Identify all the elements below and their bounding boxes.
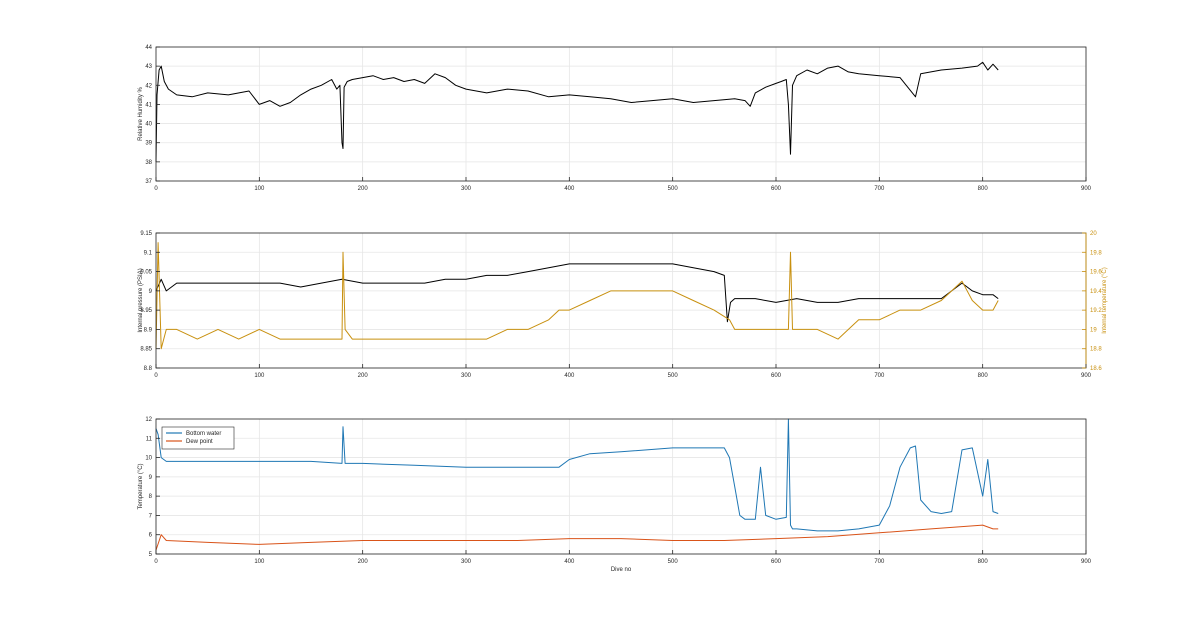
x-tick-label: 800 (978, 559, 989, 565)
y-right-tick-label: 19.2 (1090, 308, 1102, 314)
y-tick-label: 9.15 (140, 231, 152, 237)
y-axis-label: Temperature (°C) (138, 463, 144, 509)
y-tick-label: 8.8 (144, 366, 153, 372)
x-tick-label: 400 (564, 559, 575, 565)
y-tick-label: 8.85 (140, 347, 152, 353)
chart-1: 0 100 200 300 400 500 600 700 800 900 37 38 39 40 41 42… (138, 45, 1092, 192)
y-right-tick-label: 19.4 (1090, 289, 1102, 295)
legend: Bottom water Dew point (161, 426, 235, 450)
y-right-tick-label: 19.8 (1090, 250, 1102, 256)
y-tick-label: 40 (145, 122, 152, 128)
axes-box (155, 418, 1087, 555)
y-tick-label: 5 (149, 552, 153, 558)
x-tick-label: 200 (358, 373, 369, 379)
y-right-tick-label: 20 (1090, 231, 1097, 237)
chart-3: 0 100 200 300 400 500 600 700 800 900 5 6 7 8 9 10 11 12 T… (138, 417, 1092, 573)
x-tick-label: 400 (564, 373, 575, 379)
axes-box (155, 46, 1087, 182)
y-right-tick-label: 18.6 (1090, 366, 1102, 372)
y-tick-label: 8.9 (144, 327, 153, 333)
x-tick-label: 100 (254, 373, 265, 379)
series-line-1 (155, 263, 999, 323)
y-tick-label: 9.05 (140, 270, 152, 276)
y-tick-label: 39 (145, 141, 152, 147)
x-tick-label: 900 (1081, 186, 1092, 192)
axes-box (155, 232, 1087, 369)
x-tick-label: 200 (358, 559, 369, 565)
x-tick-label: 900 (1081, 559, 1092, 565)
y-tick-label: 6 (149, 533, 153, 539)
y-tick-label: 9.1 (144, 250, 153, 256)
x-tick-label: 800 (978, 186, 989, 192)
x-tick-label: 600 (771, 559, 782, 565)
x-tick-label: 700 (874, 373, 885, 379)
chart-2: 0 100 200 300 400 500 600 700 800 900 8.8 8.85 8.9 8.… (138, 231, 1108, 379)
y-tick-label: 9 (149, 289, 153, 295)
series-line-dew-point (155, 524, 999, 551)
y-right-axis-label: Internal temperature (°C) (1102, 267, 1108, 333)
legend-label: Bottom water (186, 431, 221, 437)
y-tick-label: 43 (145, 64, 152, 70)
y-axis-label: Relative Humidity % (138, 86, 144, 140)
x-tick-label: 700 (874, 559, 885, 565)
legend-label: Dew point (186, 439, 213, 445)
y-right-tick-label: 19 (1090, 327, 1097, 333)
series-line-bottom-water (155, 418, 999, 532)
x-tick-label: 400 (564, 186, 575, 192)
x-tick-label: 200 (358, 186, 369, 192)
x-tick-label: 0 (154, 186, 158, 192)
x-tick-label: 300 (461, 559, 472, 565)
y-tick-label: 8 (149, 494, 153, 500)
y-axis-label: Internal pressure (PSIA) (138, 268, 144, 332)
y-tick-label: 38 (145, 160, 152, 166)
x-tick-label: 300 (461, 373, 472, 379)
y-tick-label: 9 (149, 475, 153, 481)
series-line-1 (155, 61, 999, 162)
x-tick-label: 700 (874, 186, 885, 192)
x-tick-label: 500 (668, 559, 679, 565)
y-right-tick-label: 18.8 (1090, 347, 1102, 353)
x-axis-label: Dive no (611, 567, 632, 573)
series-line-2 (155, 242, 999, 350)
x-tick-label: 800 (978, 373, 989, 379)
x-tick-label: 900 (1081, 373, 1092, 379)
x-tick-label: 300 (461, 186, 472, 192)
y-right-tick-label: 19.6 (1090, 270, 1102, 276)
y-tick-label: 12 (145, 417, 152, 423)
y-tick-label: 37 (145, 179, 152, 185)
y-tick-label: 8.95 (140, 308, 152, 314)
x-tick-label: 0 (154, 373, 158, 379)
y-tick-label: 44 (145, 45, 152, 51)
y-tick-label: 10 (145, 456, 152, 462)
y-tick-label: 11 (146, 436, 153, 442)
x-tick-label: 500 (668, 373, 679, 379)
y-tick-label: 7 (149, 513, 153, 519)
y-tick-label: 41 (145, 102, 152, 108)
x-tick-label: 600 (771, 186, 782, 192)
x-tick-label: 0 (154, 559, 158, 565)
x-tick-label: 100 (254, 186, 265, 192)
x-tick-label: 600 (771, 373, 782, 379)
y-tick-label: 42 (145, 83, 152, 89)
x-tick-label: 100 (254, 559, 265, 565)
x-tick-label: 500 (668, 186, 679, 192)
